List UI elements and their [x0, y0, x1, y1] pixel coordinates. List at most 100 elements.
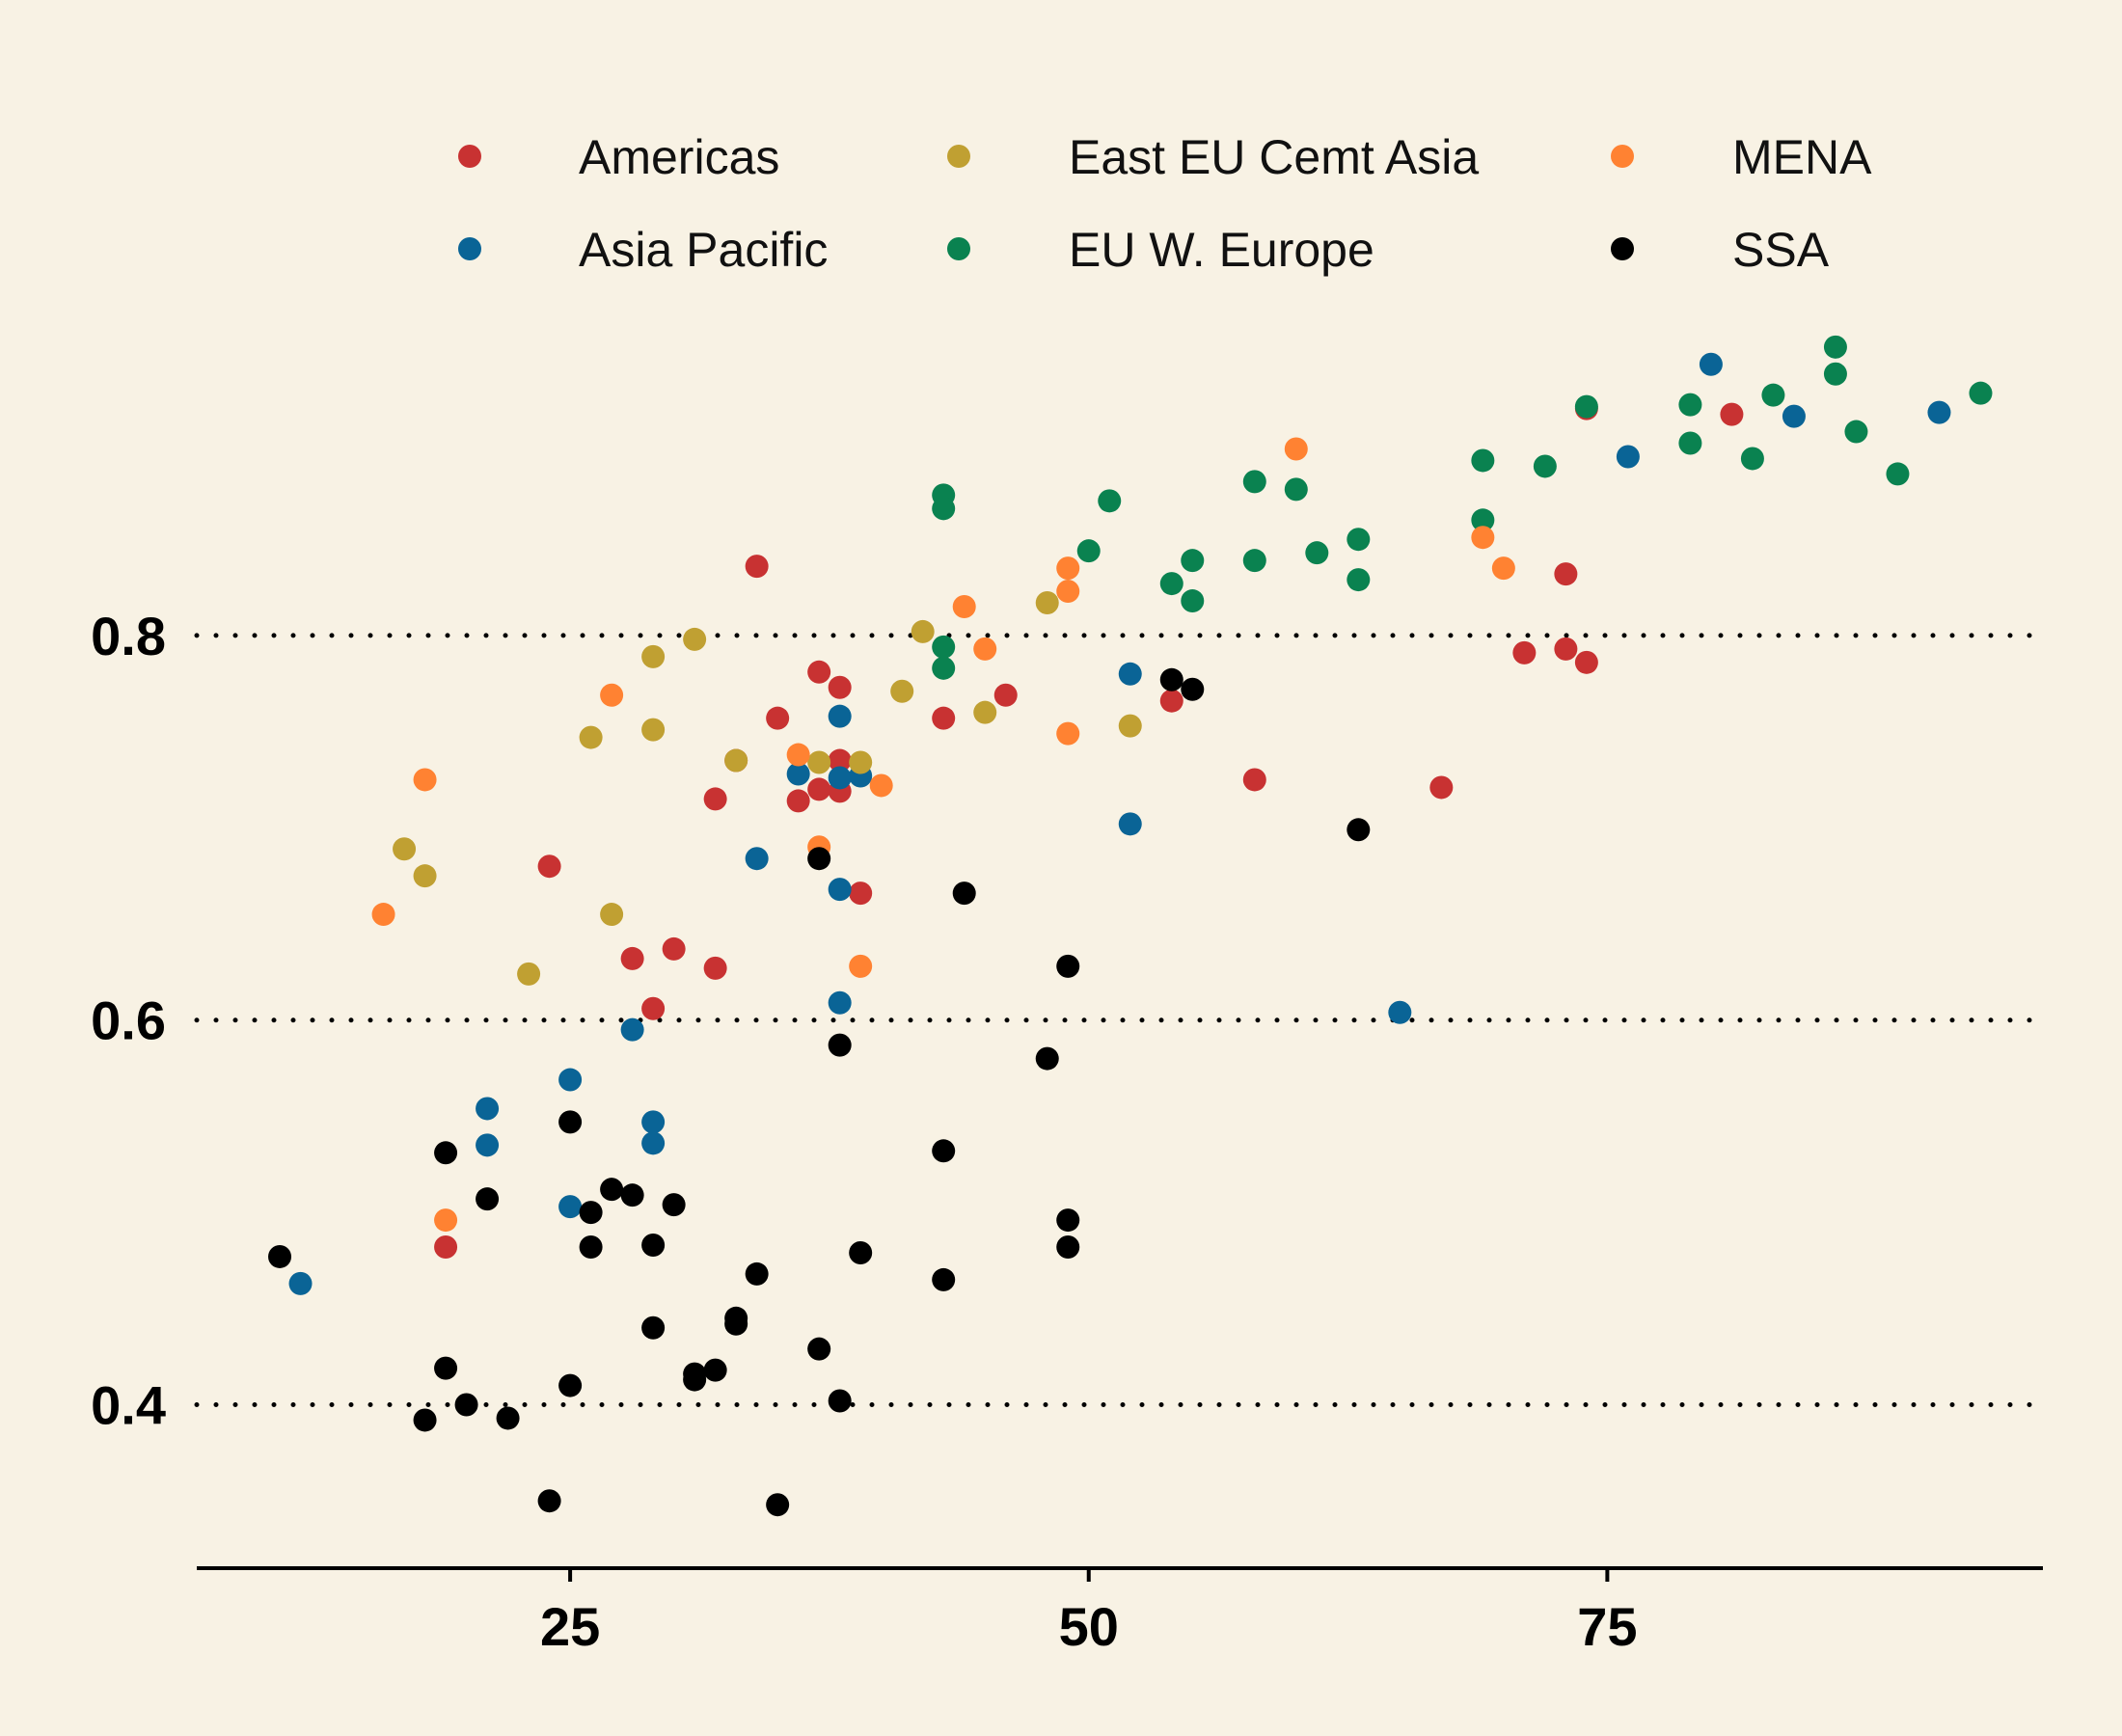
data-point [579, 1201, 603, 1225]
data-point [849, 750, 873, 774]
data-point [890, 679, 914, 703]
data-point [1347, 568, 1371, 592]
data-point [932, 706, 956, 730]
data-point [1720, 402, 1744, 426]
data-point [1388, 1000, 1412, 1024]
legend-marker [1611, 237, 1634, 260]
data-point [849, 1240, 873, 1264]
data-point [703, 787, 727, 811]
data-point [973, 700, 997, 724]
data-point [434, 1208, 458, 1233]
data-point [579, 725, 603, 749]
data-point [496, 1406, 520, 1430]
series-eu-w-europe [932, 335, 1993, 680]
data-point [932, 635, 956, 659]
data-point [1056, 556, 1080, 581]
series-mena [371, 437, 1515, 1233]
legend-label: EU W. Europe [1069, 223, 1374, 277]
data-point [932, 497, 956, 521]
legend-item: SSA [1611, 223, 1830, 277]
data-point [1181, 549, 1205, 573]
x-tick-label: 25 [540, 1596, 600, 1657]
data-point [683, 1368, 707, 1392]
legend-marker [1611, 145, 1634, 168]
data-point [1347, 528, 1371, 552]
data-point [1035, 1046, 1059, 1071]
data-point [952, 595, 976, 619]
legend-marker [458, 145, 481, 168]
data-point [1284, 477, 1308, 502]
x-axis-ticks: 25 50 75 [540, 1568, 1638, 1657]
data-point [558, 1195, 583, 1219]
data-point [1574, 394, 1598, 419]
data-point [807, 847, 831, 871]
data-point [973, 637, 997, 661]
data-point [724, 748, 748, 773]
data-point [558, 1110, 583, 1134]
data-point [786, 789, 810, 813]
data-point [1118, 662, 1142, 686]
data-point [600, 683, 624, 707]
data-point [1471, 526, 1495, 550]
data-point [1056, 1208, 1080, 1233]
data-point [828, 1033, 852, 1057]
data-point [1181, 677, 1205, 701]
data-point [703, 956, 727, 980]
data-point [641, 718, 666, 742]
data-point [993, 683, 1018, 707]
data-point [1886, 462, 1910, 486]
data-point [393, 837, 417, 861]
legend-item: Americas [458, 130, 779, 184]
legend-item: East EU Cemt Asia [947, 130, 1479, 184]
data-point [807, 750, 831, 774]
data-point [869, 773, 893, 798]
data-point [537, 854, 561, 879]
data-point [786, 762, 810, 786]
y-axis-ticks: 0.4 0.6 0.8 [91, 606, 166, 1436]
data-point [1927, 400, 1951, 424]
data-point [683, 627, 707, 651]
data-point [537, 1489, 561, 1513]
data-point [620, 946, 644, 970]
data-point [703, 1358, 727, 1382]
data-point [849, 882, 873, 906]
data-point [1118, 714, 1142, 738]
data-point [434, 1235, 458, 1260]
data-point [1242, 768, 1266, 792]
legend-label: Asia Pacific [579, 223, 828, 277]
legend-label: MENA [1732, 130, 1872, 184]
data-point [1347, 818, 1371, 842]
data-point [1844, 420, 1868, 444]
legend-marker [458, 237, 481, 260]
data-point [1616, 445, 1640, 469]
data-point [745, 847, 769, 871]
y-tick-label: 0.6 [91, 990, 166, 1051]
data-point [413, 768, 437, 792]
data-point [1471, 508, 1495, 532]
data-point [620, 1017, 644, 1042]
data-point [579, 1235, 603, 1260]
data-point [932, 656, 956, 680]
data-point [828, 1389, 852, 1413]
data-point [476, 1187, 500, 1211]
data-point [1782, 404, 1806, 428]
data-point [1118, 812, 1142, 836]
legend: Americas Asia Pacific East EU Cemt Asia EU … [458, 130, 1872, 277]
data-point [828, 990, 852, 1015]
data-point [1305, 541, 1329, 565]
data-point [1284, 437, 1308, 461]
data-point [952, 882, 976, 906]
data-point [766, 706, 790, 730]
data-point [828, 878, 852, 902]
data-point [641, 1131, 666, 1155]
data-point [828, 748, 852, 773]
data-points [268, 335, 1993, 1517]
data-point [1491, 556, 1515, 581]
legend-label: Americas [579, 130, 779, 184]
y-tick-label: 0.4 [91, 1375, 166, 1436]
data-point [1056, 580, 1080, 604]
data-point [1678, 431, 1702, 455]
data-point [558, 1373, 583, 1397]
